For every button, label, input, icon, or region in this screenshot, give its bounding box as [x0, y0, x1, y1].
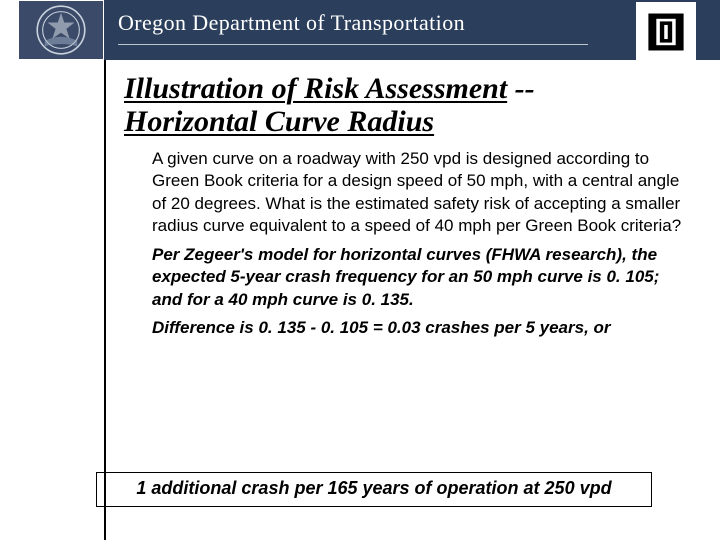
slide: Oregon Department of Transportation Illu… — [0, 0, 720, 540]
title-underline-2: Horizontal Curve Radius — [124, 105, 434, 138]
state-seal — [18, 0, 104, 60]
header-bar: Oregon Department of Transportation — [0, 0, 720, 60]
title-suffix: -- — [507, 72, 534, 105]
seal-icon — [25, 3, 97, 57]
header-rule — [118, 44, 588, 45]
dept-title: Oregon Department of Transportation — [118, 10, 465, 36]
title-underline-1: Illustration of Risk Assessment — [124, 72, 507, 105]
title-line-1: Illustration of Risk Assessment -- — [124, 72, 694, 105]
title-line-2: Horizontal Curve Radius — [124, 105, 694, 138]
odot-logo-icon — [644, 10, 688, 54]
odot-logo — [636, 2, 696, 62]
paragraph-2: Per Zegeer's model for horizontal curves… — [152, 244, 692, 311]
highlight-box: 1 additional crash per 165 years of oper… — [96, 472, 652, 507]
paragraph-3: Difference is 0. 135 - 0. 105 = 0.03 cra… — [152, 317, 692, 339]
left-column — [0, 60, 106, 540]
body-text: A given curve on a roadway with 250 vpd … — [152, 148, 692, 346]
paragraph-1: A given curve on a roadway with 250 vpd … — [152, 148, 692, 238]
slide-title: Illustration of Risk Assessment -- Horiz… — [124, 72, 694, 138]
header-notch — [0, 0, 18, 60]
